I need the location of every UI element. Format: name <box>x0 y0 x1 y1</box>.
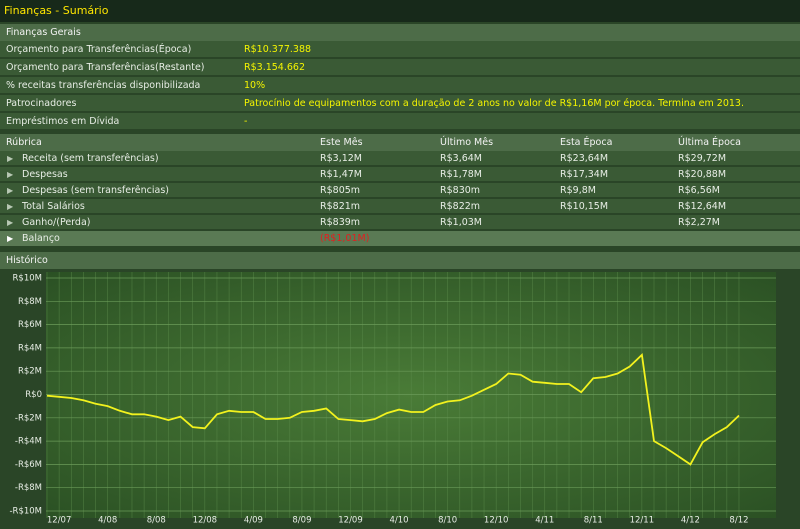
table-row: ▶ Despesas (sem transferências) R$805m R$83… <box>0 183 800 198</box>
cell-value: R$12,64M <box>678 201 727 212</box>
cell-value: R$1,03M <box>440 217 482 228</box>
cell-value: R$1,47M <box>320 169 362 180</box>
table-row: ▶ Receita (sem transferências) R$3,12M R$3,… <box>0 151 800 166</box>
x-tick-label: 8/08 <box>147 516 166 526</box>
cell-value: (R$1,01M) <box>320 233 370 244</box>
cell-value: R$821m <box>320 201 361 212</box>
expand-arrow: ▶ <box>7 202 14 211</box>
column-header: Esta Época <box>560 137 613 148</box>
row-label: % receitas transferências disponibilizad… <box>6 80 201 91</box>
x-tick-label: 12/07 <box>47 516 72 526</box>
expand-arrow: ▶ <box>7 218 14 227</box>
column-header: Rúbrica <box>6 137 42 148</box>
y-tick-label: -R$2M <box>15 413 42 423</box>
cell-value: R$20,88M <box>678 169 727 180</box>
general-row: Orçamento para Transferências(Restante) R… <box>0 59 800 76</box>
cell-value: R$10,15M <box>560 201 609 212</box>
x-tick-label: 4/08 <box>98 516 117 526</box>
row-label: Orçamento para Transferências(Época) <box>6 44 192 55</box>
cell-value: R$23,64M <box>560 153 609 164</box>
cell-value: R$29,72M <box>678 153 727 164</box>
column-header: Este Mês <box>320 137 363 148</box>
x-tick-label: 4/10 <box>390 516 409 526</box>
y-tick-label: R$0 <box>25 390 42 400</box>
x-tick-label: 12/11 <box>630 516 655 526</box>
cell-value: R$830m <box>440 185 481 196</box>
x-tick-label: 8/12 <box>729 516 748 526</box>
y-tick-label: -R$6M <box>15 460 42 470</box>
cell-value: R$17,34M <box>560 169 609 180</box>
table-row: ▶ Despesas R$1,47M R$1,78M R$17,34M R$20,88M <box>0 167 800 182</box>
expand-arrow: ▶ <box>7 154 14 163</box>
expand-arrow: ▶ <box>7 186 14 195</box>
x-tick-label: 12/08 <box>193 516 218 526</box>
cell-value: R$3,64M <box>440 153 482 164</box>
row-label: Ganho/(Perda) <box>22 217 91 228</box>
table-row: ▶ Total Salários R$821m R$822m R$10,15M R$12,… <box>0 199 800 214</box>
row-label: Patrocinadores <box>6 98 77 109</box>
row-label: Receita (sem transferências) <box>22 153 159 164</box>
cell-value: R$839m <box>320 217 361 228</box>
x-tick-label: 4/12 <box>681 516 700 526</box>
cell-value: R$805m <box>320 185 361 196</box>
y-tick-label: R$10M <box>13 274 42 284</box>
y-tick-label: R$2M <box>18 367 42 377</box>
row-label: Despesas (sem transferências) <box>22 185 170 196</box>
section-header: Finanças Gerais <box>0 24 800 41</box>
x-tick-label: 12/10 <box>484 516 509 526</box>
y-tick-label: -R$10M <box>9 507 42 517</box>
x-tick-label: 8/10 <box>438 516 457 526</box>
cell-value: R$2,27M <box>678 217 720 228</box>
y-tick-label: R$4M <box>18 343 42 353</box>
row-label: Despesas <box>22 169 68 180</box>
x-tick-label: 12/09 <box>338 516 363 526</box>
cell-value: R$3,12M <box>320 153 362 164</box>
general-row: Orçamento para Transferências(Época) R$10… <box>0 41 800 58</box>
history-chart: 12/07 4/08 8/08 12/08 4/09 8/09 12/09 4/10 8/10 1… <box>9 272 776 526</box>
x-tick-label: 4/11 <box>535 516 554 526</box>
table-row: ▶ Balanço (R$1,01M) <box>0 231 800 247</box>
data-line <box>46 353 740 466</box>
row-value: 10% <box>244 80 266 91</box>
row-label: Total Salários <box>22 201 85 212</box>
table-row: ▶ Ganho/(Perda) R$839m R$1,03M R$2,27M <box>0 215 800 230</box>
window-title: Finanças - Sumário <box>0 0 800 22</box>
y-tick-label: -R$8M <box>15 483 42 493</box>
cell-value: R$1,78M <box>440 169 482 180</box>
y-tick-label: -R$4M <box>15 437 42 447</box>
x-tick-label: 8/09 <box>292 516 311 526</box>
row-value: - <box>244 116 248 127</box>
table-header: Rúbrica Este Mês Último Mês Esta Época Últim… <box>0 134 800 151</box>
row-value: Patrocínio de equipamentos com a duração… <box>244 98 744 109</box>
column-header: Último Mês <box>440 137 494 148</box>
row-label: Balanço <box>22 233 60 244</box>
cell-value: R$6,56M <box>678 185 720 196</box>
row-value: R$3.154.662 <box>244 62 305 73</box>
y-tick-label: R$8M <box>18 297 42 307</box>
section-header: Histórico <box>0 252 800 269</box>
y-tick-label: R$6M <box>18 320 42 330</box>
x-tick-label: 4/09 <box>244 516 263 526</box>
cell-value: R$9,8M <box>560 185 596 196</box>
general-row: Patrocinadores Patrocínio de equipamentos… <box>0 95 800 112</box>
expand-arrow: ▶ <box>7 234 14 243</box>
general-row: Empréstimos em Dívida - <box>0 113 800 130</box>
general-row: % receitas transferências disponibilizad… <box>0 77 800 94</box>
column-header: Última Época <box>678 137 741 148</box>
row-value: R$10.377.388 <box>244 44 312 55</box>
x-tick-label: 8/11 <box>584 516 603 526</box>
row-label: Orçamento para Transferências(Restante) <box>6 62 205 73</box>
expand-arrow: ▶ <box>7 170 14 179</box>
cell-value: R$822m <box>440 201 481 212</box>
row-label: Empréstimos em Dívida <box>6 116 120 127</box>
